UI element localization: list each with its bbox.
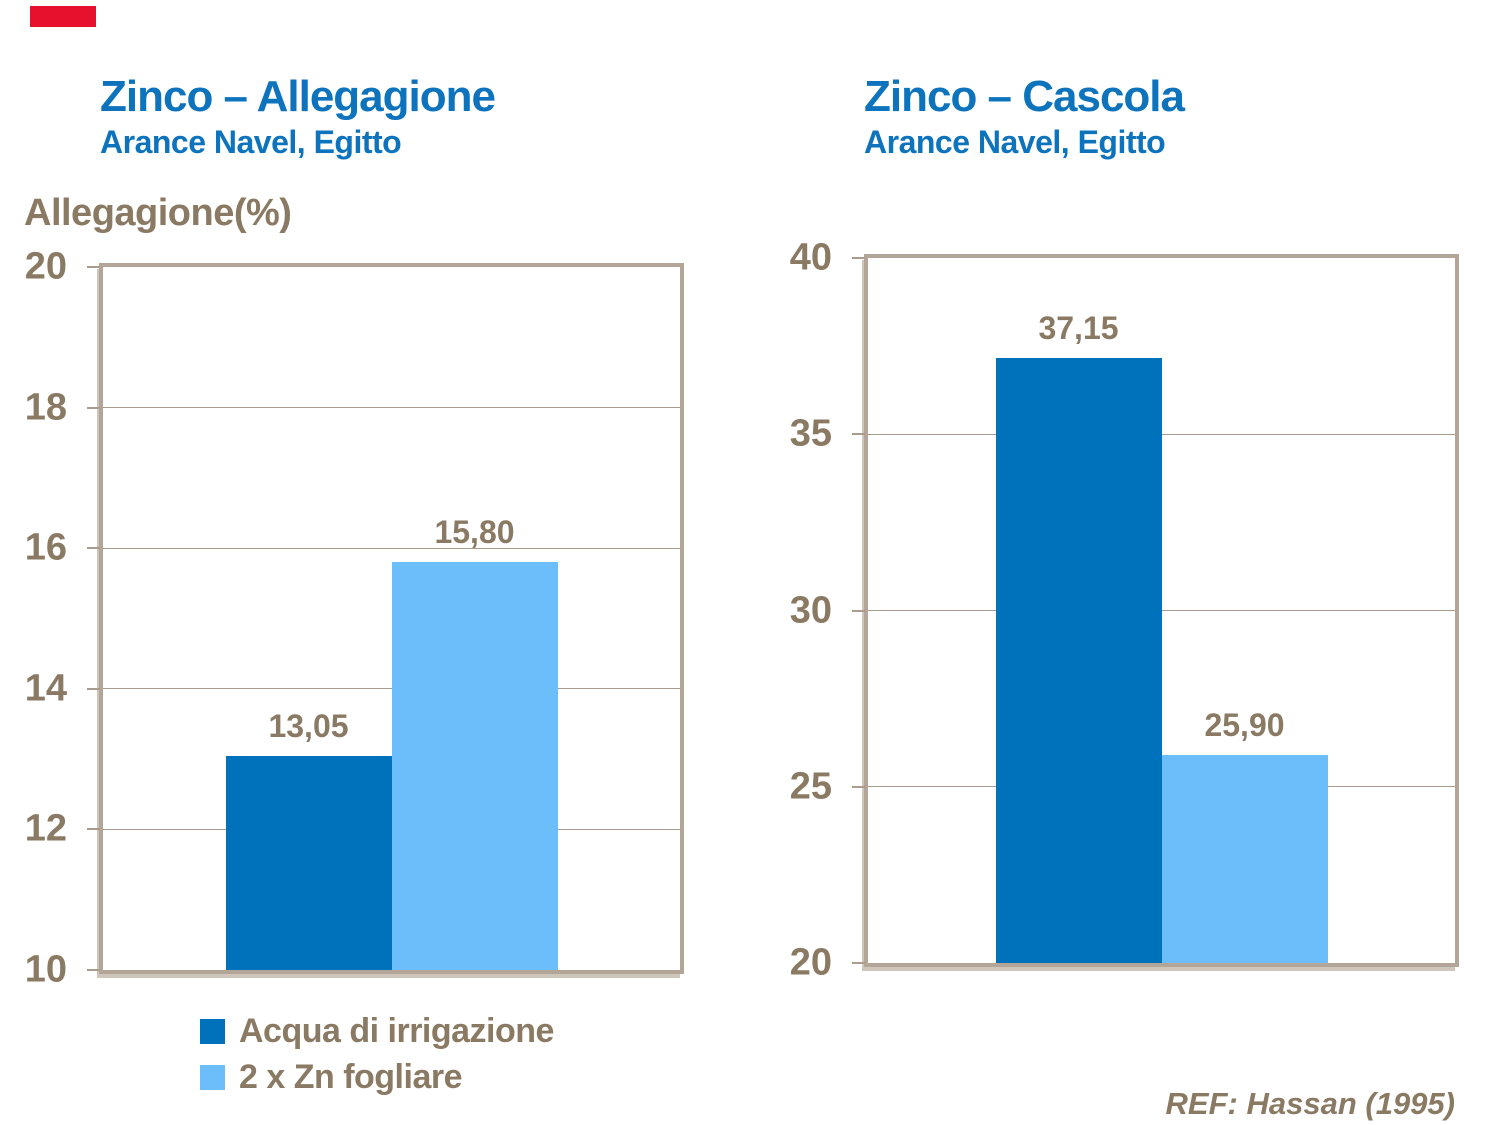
axis-tick <box>87 969 100 971</box>
chart-subtitle: Arance Navel, Egitto <box>100 124 402 160</box>
legend-label: Acqua di irrigazione <box>239 1011 554 1050</box>
chart-title: Zinco – Cascola <box>864 72 1185 121</box>
plot-area-allegagione: 10 12 14 16 18 20 13,05 15,80 <box>25 246 684 991</box>
axis-tick <box>87 828 100 831</box>
axis-tick <box>852 433 865 436</box>
reference-citation: REF: Hassan (1995) <box>1165 1086 1455 1121</box>
y-tick-label: 14 <box>24 667 67 710</box>
y-axis-title: Allegagione(%) <box>24 192 292 234</box>
accent-bar <box>30 6 96 27</box>
bar-acqua-di-irrigazione <box>995 358 1162 963</box>
y-tick-label: 12 <box>24 807 67 850</box>
gridline <box>868 610 1455 611</box>
bar-value-label: 25,90 <box>1204 707 1285 744</box>
chart-subtitle: Arance Navel, Egitto <box>864 124 1166 160</box>
bar-acqua-di-irrigazione <box>225 755 392 970</box>
legend-item-zn-fogliare: 2 x Zn fogliare <box>200 1054 554 1100</box>
axis-tick <box>852 785 865 788</box>
axis-tick <box>87 687 100 690</box>
gridline <box>868 433 1455 435</box>
y-tick-label: 16 <box>24 526 67 569</box>
y-tick-label: 18 <box>24 386 67 429</box>
legend-label: 2 x Zn fogliare <box>239 1057 463 1096</box>
gridline <box>103 407 680 409</box>
y-tick-label: 40 <box>789 236 832 279</box>
plot-area-cascola: 20 25 30 35 40 37,15 25,90 <box>790 237 1459 984</box>
bar-value-label: 37,15 <box>1038 310 1119 347</box>
gridline <box>103 547 680 549</box>
y-tick-label: 20 <box>24 245 67 288</box>
bar-value-label: 15,80 <box>434 514 515 551</box>
legend-swatch-light-blue <box>200 1064 225 1090</box>
bar-2-x-zn-fogliare <box>1161 755 1328 963</box>
axis-tick <box>852 962 865 964</box>
axis-tick <box>87 406 100 409</box>
bar-value-label: 13,05 <box>268 707 349 744</box>
bar-2-x-zn-fogliare <box>391 562 558 970</box>
y-tick-label: 20 <box>789 941 832 984</box>
axis-tick <box>852 257 865 259</box>
legend-item-acqua-di-irrigazione: Acqua di irrigazione <box>200 1008 554 1054</box>
axis-tick <box>87 266 100 268</box>
legend-swatch-dark-blue <box>200 1018 225 1044</box>
y-tick-label: 10 <box>24 948 67 991</box>
axis-tick <box>87 547 100 550</box>
y-tick-label: 30 <box>789 589 832 631</box>
axis-tick <box>852 609 865 612</box>
y-tick-label: 25 <box>789 765 832 808</box>
chart-legend: Acqua di irrigazione 2 x Zn fogliare <box>200 1008 554 1100</box>
chart-title: Zinco – Allegagione <box>100 72 496 121</box>
y-tick-label: 35 <box>789 412 832 455</box>
